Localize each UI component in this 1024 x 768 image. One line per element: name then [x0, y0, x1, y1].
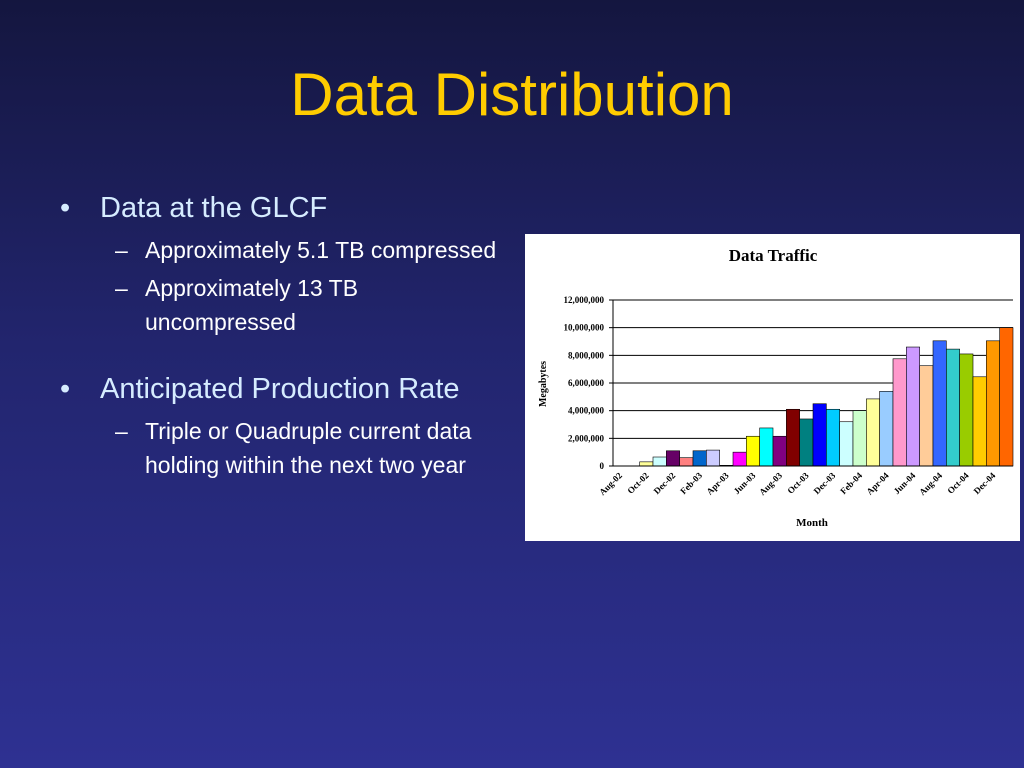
bar [679, 457, 694, 467]
x-axis-label: Month [796, 517, 828, 529]
bar [866, 398, 880, 467]
bar [746, 435, 760, 467]
x-tick-label: Dec-02 [652, 470, 678, 496]
bar [639, 461, 654, 467]
x-tick-label: Oct-02 [625, 470, 651, 496]
bar [652, 456, 667, 467]
y-tick-label: 2,000,000 [568, 433, 605, 443]
x-tick-label: Jun-03 [732, 470, 758, 496]
y-tick-label: 6,000,000 [568, 378, 605, 388]
bar [812, 403, 827, 467]
y-tick-label: 10,000,000 [564, 323, 605, 333]
chart: Data Traffic Month Megabytes 0 2,000,000 4… [525, 234, 1020, 541]
y-tick-label: 4,000,000 [568, 406, 605, 416]
bullet: Data at the GLCF [60, 188, 480, 229]
x-tick-label: Apr-03 [704, 470, 731, 497]
bar [946, 348, 960, 467]
x-tick-label: Aug-02 [597, 470, 624, 497]
bar [732, 451, 747, 467]
bar [692, 450, 707, 467]
chart-title: Data Traffic [729, 246, 818, 265]
sub-bullet: Triple or Quadruple current data holding… [60, 414, 500, 482]
bar [772, 435, 787, 467]
x-tick-label: Oct-04 [945, 470, 971, 496]
bar [959, 353, 974, 467]
bar [906, 346, 920, 467]
bar [826, 408, 840, 467]
bar [799, 418, 814, 467]
x-tick-label: Aug-04 [917, 470, 944, 497]
x-tick-label: Dec-03 [812, 470, 838, 496]
bar [932, 340, 947, 467]
bar [986, 340, 1000, 467]
x-tick-label: Oct-03 [785, 470, 811, 496]
x-tick-label: Feb-04 [838, 470, 864, 496]
bar [786, 408, 800, 467]
slide-title: Data Distribution [290, 61, 734, 128]
sub-bullet: Approximately 5.1 TB compressed [60, 233, 500, 267]
bar [972, 376, 987, 467]
x-tick-label: Dec-04 [972, 470, 998, 496]
bar [839, 421, 854, 467]
bar [919, 365, 934, 467]
bar [852, 410, 867, 467]
y-tick-label: 8,000,000 [568, 350, 605, 360]
bar [706, 449, 720, 467]
x-tick-label: Aug-03 [757, 470, 784, 497]
bar [879, 391, 894, 467]
x-tick-label: Feb-03 [678, 470, 704, 496]
x-tick-label: Jun-04 [892, 470, 918, 496]
sub-bullet: Approximately 13 TB uncompressed [60, 271, 500, 339]
bar [759, 427, 774, 467]
bar [999, 327, 1014, 467]
bar [892, 358, 907, 467]
y-tick-label: 12,000,000 [564, 295, 605, 305]
bar [666, 450, 680, 467]
bullet-list: Data at the GLCF Approximately 5.1 TB com… [60, 188, 500, 482]
bullet: Anticipated Production Rate [60, 369, 480, 410]
x-tick-label: Apr-04 [864, 470, 891, 497]
y-tick-label: 0 [600, 461, 605, 471]
y-axis-label: Megabytes [538, 361, 549, 407]
